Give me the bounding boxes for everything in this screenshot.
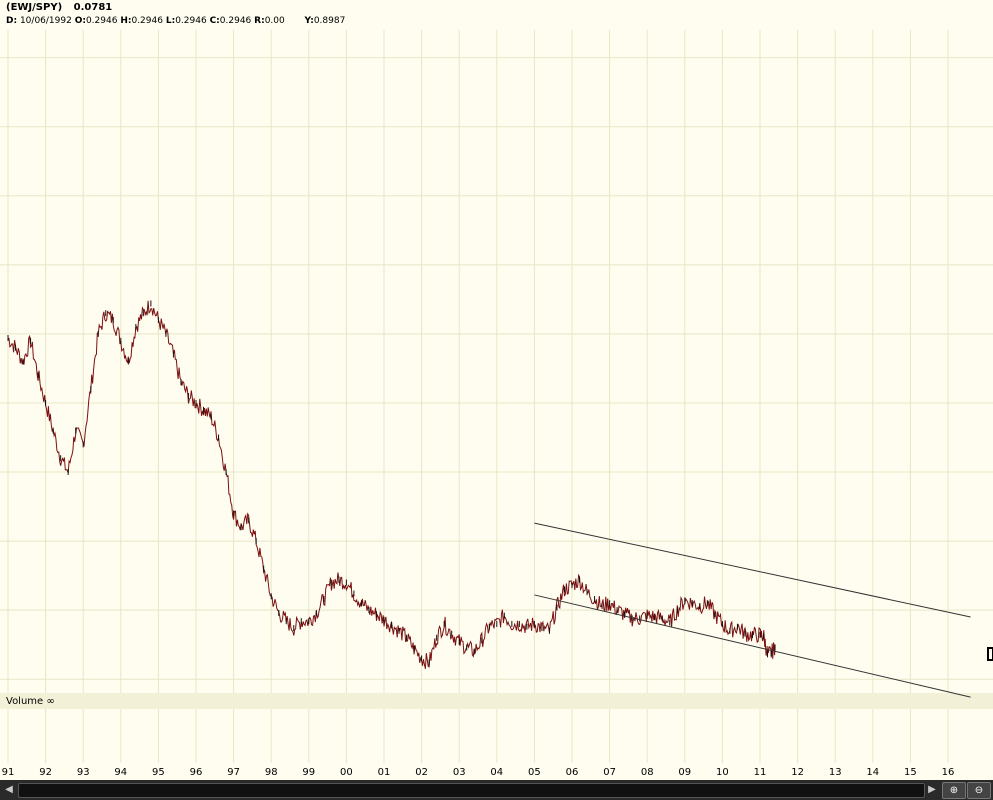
low-label: L: (165, 16, 176, 26)
x-tick-label: 95 (152, 767, 165, 778)
x-tick-label: 15 (904, 767, 917, 778)
x-tick-label: 05 (528, 767, 541, 778)
x-axis: 91 92 93 94 95 96 97 98 99 00 01 02 03 04 05 06 07 08 09 10… (2, 767, 955, 778)
trend-line (534, 594, 971, 698)
date-label: D: (6, 16, 18, 26)
x-tick-label: 04 (490, 767, 503, 778)
open-value: 0.2946 (85, 16, 118, 26)
zoom-out-icon[interactable]: ⊖ (967, 782, 991, 799)
horizontal-scrollbar[interactable] (18, 783, 925, 798)
x-tick-label: 98 (265, 767, 278, 778)
x-tick-label: 94 (114, 767, 127, 778)
x-tick-label: 07 (603, 767, 616, 778)
x-tick-label: 01 (378, 767, 391, 778)
x-tick-label: 16 (942, 767, 955, 778)
vertical-gridlines (7, 30, 949, 693)
close-label: C: (209, 16, 220, 26)
x-tick-label: 91 (2, 767, 15, 778)
x-tick-label: 09 (678, 767, 691, 778)
symbol-label: (EWJ/SPY) (6, 2, 63, 13)
x-tick-label: 14 (866, 767, 879, 778)
scroll-right-arrow-icon[interactable]: ▶ (928, 784, 936, 795)
volume-label: Volume ∞ (6, 696, 55, 707)
trend-line (534, 522, 971, 618)
x-tick-label: 11 (754, 767, 767, 778)
range-label: R: (254, 16, 265, 26)
x-tick-label: 96 (190, 767, 203, 778)
last-price-marker (987, 647, 993, 661)
x-tick-label: 13 (829, 767, 842, 778)
title-row: (EWJ/SPY) 0.0781 (6, 2, 120, 13)
x-tick-label: 06 (566, 767, 579, 778)
x-tick-label: 97 (227, 767, 240, 778)
x-tick-label: 12 (791, 767, 804, 778)
high-value: 0.2946 (131, 16, 163, 26)
x-tick-label: 03 (453, 767, 466, 778)
x-tick-label: 08 (641, 767, 654, 778)
scroll-left-arrow-icon[interactable]: ◀ (5, 784, 13, 795)
horizontal-gridlines (0, 57, 993, 680)
x-tick-label: 99 (302, 767, 315, 778)
y-label: Y: (304, 16, 314, 26)
open-label: O: (74, 16, 86, 26)
price-series (7, 300, 776, 669)
range-value: 0.00 (264, 16, 285, 26)
date-value: 10/06/1992 (19, 16, 72, 26)
close-value: 0.2946 (219, 16, 252, 26)
chart-header: (EWJ/SPY) 0.0781 D: 10/06/1992 O:0.2946 … (0, 0, 993, 30)
trend-channel[interactable] (534, 522, 971, 698)
last-value: 0.0781 (73, 2, 113, 13)
low-value: 0.2946 (175, 16, 207, 26)
high-label: H: (120, 16, 132, 26)
x-tick-label: 92 (39, 767, 52, 778)
zoom-in-icon[interactable]: ⊕ (942, 782, 966, 799)
bottom-toolbar: ◀ ▶ ⊕ ⊖ (0, 780, 993, 800)
x-tick-label: 02 (415, 767, 428, 778)
y-value: 0.8987 (313, 16, 346, 26)
volume-divider (0, 693, 993, 709)
ohlc-readout: D: 10/06/1992 O:0.2946 H:0.2946 L:0.2946… (6, 16, 345, 26)
x-tick-label: 10 (716, 767, 729, 778)
x-tick-label: 00 (340, 767, 353, 778)
volume-gridlines (7, 709, 949, 763)
x-tick-label: 93 (77, 767, 90, 778)
